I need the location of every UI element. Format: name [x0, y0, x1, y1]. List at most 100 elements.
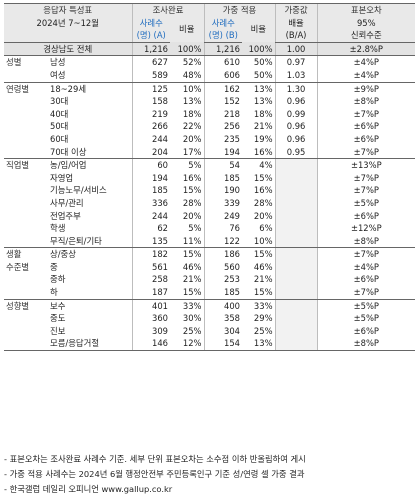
table-row: 50대 266 22% 256 21% 0.96 ±6%P [4, 120, 416, 133]
cell-ratio-b: 16% [253, 185, 273, 196]
cell-cases-b: 185 [203, 286, 243, 300]
row-label: 30대 [50, 96, 69, 107]
header-cases-a: 사례수 [131, 16, 170, 30]
cell-ratio-a: 30% [182, 313, 202, 324]
row-label: 경상남도 전체 [4, 42, 132, 57]
table-row: 연령별 18~29세 125 10% 162 13% 1.30 ±9%P [4, 82, 416, 160]
header-ratio-a: 비율 [170, 16, 205, 43]
cell-cases-b: 400 [203, 299, 243, 313]
row-label: 자영업 [50, 172, 74, 183]
row-label: 모름/응답거절 [48, 337, 132, 352]
cell-ratio-a: 16% [182, 172, 202, 183]
cell-error: ±12%P [316, 222, 416, 235]
cell-cases-b: 304 [203, 324, 243, 338]
cell-cases-a: 360 [131, 312, 170, 325]
cell-ratio-b: 100% [242, 42, 276, 57]
table-row: 모름/응답거절 146 12% 154 13% ±8%P [4, 337, 416, 352]
cell-ratio-a: 10% [182, 83, 202, 94]
cell-ratio-a: 13% [182, 96, 202, 107]
cell-cases-a: 401 [131, 299, 170, 313]
cell-error: ±8%P [316, 95, 416, 108]
cell-ratio-b: 28% [253, 197, 273, 208]
cell-ratio-a: 20% [182, 210, 202, 221]
cell-ratio-a: 15% [182, 185, 202, 196]
cell-error: ±6%P [316, 209, 416, 223]
cell-weight: 0.99 [274, 107, 318, 121]
cell-weight: 0.96 [274, 95, 318, 108]
header-weight-multiplier-2: 배율 [274, 16, 318, 30]
cell-cases-b: 162 [203, 82, 243, 96]
cell-ratio-b: 46% [253, 261, 273, 272]
cell-error: ±7%P [316, 145, 416, 160]
cell-error: ±7%P [316, 107, 416, 121]
cell-cases-b: 253 [203, 273, 243, 287]
cell-ratio-a: 52% [182, 57, 202, 68]
row-label: 60대 [50, 133, 69, 144]
cell-ratio-a: 5% [188, 223, 202, 234]
cell-cases-a: 125 [131, 82, 170, 96]
cell-ratio-b: 13% [253, 83, 273, 94]
cell-ratio-b: 15% [253, 172, 273, 183]
cell-ratio-a: 12% [170, 337, 205, 352]
cell-ratio-a: 48% [170, 68, 205, 83]
cell-ratio-b: 6% [259, 223, 273, 234]
header-cases-a-unit: (명) (A) [131, 29, 170, 43]
header-complete: 조사완료 [131, 2, 205, 17]
cell-ratio-a: 22% [182, 121, 202, 132]
cell-cases-a: 158 [131, 95, 170, 108]
header-sampling-level: 신뢰수준 [316, 29, 416, 43]
cell-weight [274, 222, 318, 235]
row-label: 진보 [50, 325, 66, 336]
cell-ratio-b: 20% [253, 210, 273, 221]
table-row: 중 561 46% 560 46% ±4%P [4, 260, 416, 274]
cell-weight [274, 273, 318, 287]
header-weight-multiplier-3: (B/A) [274, 29, 318, 43]
group-label-gender: 성별 [4, 55, 48, 83]
cell-ratio-b: 25% [253, 325, 273, 336]
table-row: 전업주부 244 20% 249 20% ±6%P [4, 209, 416, 223]
respondent-characteristics-table: 응답자 특성표 조사완료 가중 적용 가중값 표본오차 2024년 7~12월 … [4, 2, 416, 352]
footnote-source: - 한국갤럽 데일리 오피니언 www.gallup.co.kr [4, 484, 173, 494]
table-header-period: 2024년 7~12월 [4, 16, 132, 30]
cell-cases-b: 218 [203, 107, 243, 121]
cell-cases-a: 185 [131, 184, 170, 197]
header-ratio-b: 비율 [242, 16, 276, 43]
footnote-sampling: - 표본오차는 조사완료 사례수 기준. 세부 단위 표본오차는 소수점 이하 … [4, 454, 306, 464]
cell-ratio-b: 13% [253, 96, 273, 107]
cell-cases-a: 561 [131, 260, 170, 274]
row-label: 중 [50, 261, 58, 272]
table-row: 중하 258 21% 253 21% ±6%P [4, 273, 416, 287]
row-label: 18~29세 [50, 83, 87, 94]
cell-weight: 1.00 [274, 42, 318, 57]
cell-weight [274, 324, 318, 338]
cell-cases-a: 627 [131, 55, 170, 69]
cell-cases-a: 204 [131, 145, 170, 160]
cell-weight: 0.95 [274, 145, 318, 160]
header-cases-b: 사례수 [203, 16, 243, 30]
cell-weight [274, 196, 318, 210]
cell-weight: 0.96 [274, 132, 318, 146]
cell-cases-b: 606 [203, 68, 243, 83]
cell-error: ±6%P [316, 132, 416, 146]
cell-ratio-b: 4% [259, 160, 273, 171]
header-weighted: 가중 적용 [203, 2, 276, 17]
cell-weight [274, 247, 318, 261]
row-label: 중도 [50, 313, 66, 324]
cell-ratio-b: 16% [242, 145, 276, 160]
table-row: 성향별 보수 401 33% 400 33% ±5%P [4, 299, 416, 352]
cell-error: ±7%P [316, 184, 416, 197]
cell-weight: 0.97 [274, 55, 318, 69]
table-row: 30대 158 13% 152 13% 0.96 ±8%P [4, 95, 416, 108]
cell-error: ±6%P [316, 273, 416, 287]
cell-ratio-b: 29% [253, 313, 273, 324]
cell-error: ±2.8%P [316, 42, 416, 57]
cell-error: ±5%P [316, 196, 416, 210]
cell-error: ±13%P [316, 158, 416, 172]
table-row: 기능노무/서비스 185 15% 190 16% ±7%P [4, 184, 416, 197]
cell-cases-b: 235 [203, 132, 243, 146]
cell-ratio-a: 33% [182, 300, 202, 311]
cell-cases-b: 249 [203, 209, 243, 223]
table-row: 60대 244 20% 235 19% 0.96 ±6%P [4, 132, 416, 146]
table-row: 40대 219 18% 218 18% 0.99 ±7%P [4, 107, 416, 121]
